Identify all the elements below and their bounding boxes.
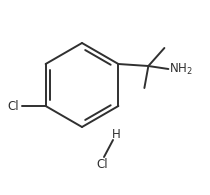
Text: NH$_2$: NH$_2$ (169, 61, 193, 77)
Text: Cl: Cl (7, 99, 19, 113)
Text: Cl: Cl (96, 158, 108, 170)
Text: H: H (112, 129, 120, 142)
